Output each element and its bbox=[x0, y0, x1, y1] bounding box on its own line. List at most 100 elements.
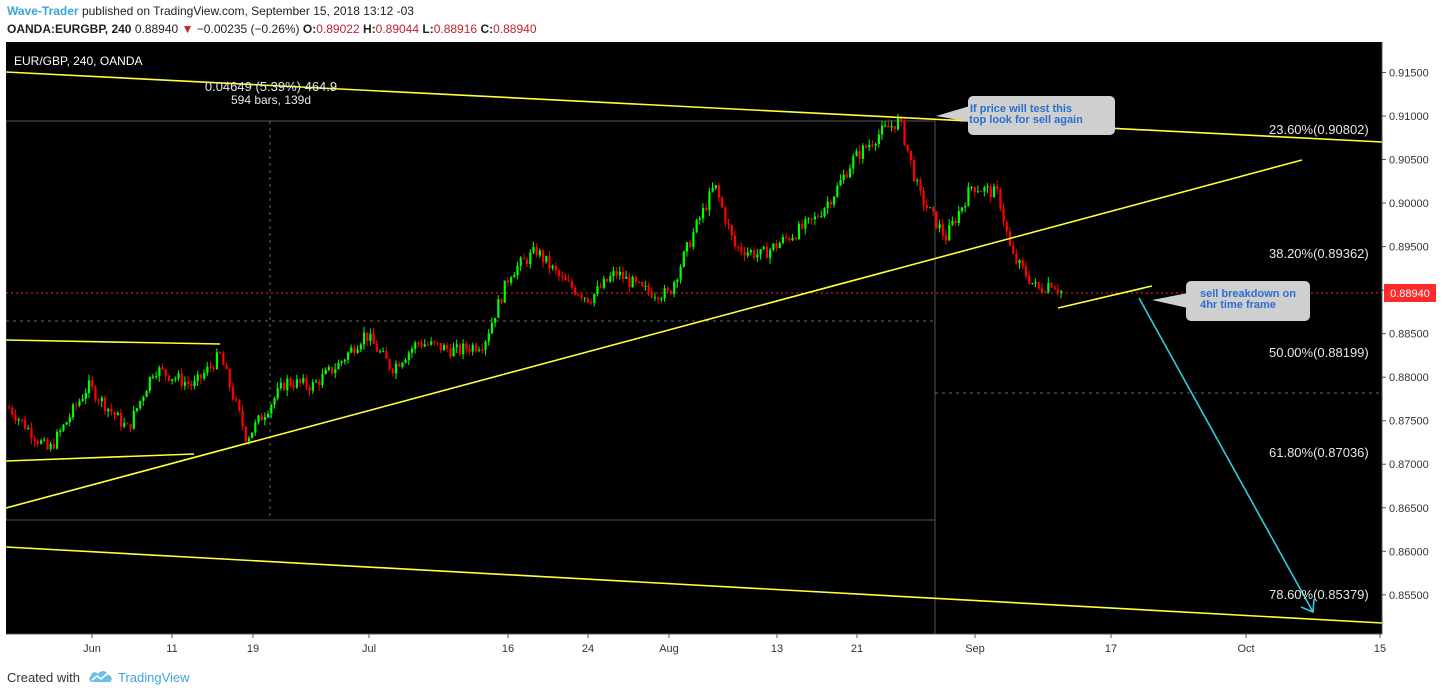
candle-body bbox=[909, 150, 912, 161]
channel-top-line bbox=[5, 71, 1383, 143]
candle-body bbox=[868, 144, 871, 148]
open-label: O: bbox=[302, 22, 317, 36]
candle-body bbox=[743, 251, 746, 256]
candle-body bbox=[810, 218, 813, 220]
candle-body bbox=[286, 378, 289, 391]
candle-body bbox=[1002, 208, 1005, 222]
candle-body bbox=[193, 380, 196, 387]
candle-body bbox=[359, 344, 362, 350]
candle-body bbox=[510, 277, 513, 283]
candle-body bbox=[849, 168, 852, 178]
candle-body bbox=[548, 255, 551, 269]
candle-body bbox=[346, 352, 350, 360]
candle-body bbox=[398, 363, 401, 367]
candle-body bbox=[896, 117, 900, 130]
candle-body bbox=[481, 349, 484, 351]
candle-body bbox=[334, 369, 337, 374]
candle-body bbox=[922, 190, 925, 206]
candle-body bbox=[932, 207, 935, 212]
candle-body bbox=[311, 382, 314, 391]
candle-body bbox=[644, 285, 647, 287]
candle-body bbox=[884, 125, 887, 127]
candle-body bbox=[698, 218, 701, 220]
candle-body bbox=[142, 397, 145, 401]
candle-body bbox=[324, 369, 327, 375]
open-value: 0.89022 bbox=[316, 22, 360, 36]
candle-body bbox=[174, 378, 177, 380]
candle-body bbox=[327, 366, 330, 370]
x-tick-label: Aug bbox=[659, 643, 679, 655]
candle-body bbox=[321, 374, 324, 386]
callout-top-line1: If price will test this bbox=[970, 103, 1072, 115]
candle-body bbox=[59, 430, 62, 432]
candle-body bbox=[865, 145, 868, 148]
low-value: 0.88916 bbox=[433, 22, 478, 36]
x-tick-label: 19 bbox=[247, 643, 259, 655]
candle-body bbox=[78, 401, 81, 406]
candle-body bbox=[526, 259, 529, 265]
candle-body bbox=[912, 160, 916, 182]
candle-body bbox=[970, 186, 973, 188]
candle-body bbox=[1060, 291, 1063, 293]
candle-body bbox=[887, 125, 890, 128]
x-tick-label: 21 bbox=[851, 643, 863, 655]
price-chart[interactable]: 23.60%(0.90802) 38.20%(0.89362) 50.00%(0… bbox=[5, 42, 1442, 658]
callout-breakdown[interactable]: sell breakdown on 4hr time frame bbox=[1152, 281, 1310, 321]
candle-body bbox=[948, 224, 951, 241]
candle-body bbox=[206, 366, 209, 374]
candle-body bbox=[730, 225, 733, 236]
tradingview-cloud-icon[interactable] bbox=[88, 668, 114, 689]
x-tick-label: 13 bbox=[771, 643, 783, 655]
candle-body bbox=[20, 419, 23, 421]
candle-body bbox=[187, 382, 190, 384]
y-tick-label: 0.91000 bbox=[1389, 111, 1429, 123]
candle-body bbox=[919, 180, 922, 191]
close-value: 0.88940 bbox=[493, 22, 537, 36]
candle-body bbox=[992, 186, 996, 198]
candle-body bbox=[721, 197, 724, 208]
candle-body bbox=[222, 352, 225, 366]
callout-top[interactable]: If price will test this top look for sel… bbox=[936, 96, 1115, 135]
candle-body bbox=[855, 151, 858, 157]
candle-body bbox=[628, 276, 631, 288]
candle-body bbox=[171, 379, 174, 381]
tradingview-link[interactable]: TradingView bbox=[118, 670, 190, 685]
chart-area[interactable]: 23.60%(0.90802) 38.20%(0.89362) 50.00%(0… bbox=[5, 42, 1442, 658]
candle-body bbox=[484, 341, 487, 350]
candle-body bbox=[570, 281, 574, 288]
candle-body bbox=[183, 382, 187, 386]
candle-body bbox=[944, 235, 948, 241]
current-price-tag-text: 0.88940 bbox=[1390, 288, 1430, 300]
candle-body bbox=[158, 367, 161, 377]
y-tick-label: 0.90000 bbox=[1389, 198, 1429, 210]
candle-body bbox=[350, 347, 353, 353]
candle-body bbox=[478, 349, 481, 351]
candle-body bbox=[177, 373, 180, 379]
candle-body bbox=[119, 412, 123, 427]
candle-body bbox=[1034, 282, 1037, 284]
candle-body bbox=[260, 415, 263, 421]
candle-body bbox=[100, 397, 103, 402]
candle-body bbox=[535, 247, 538, 256]
candle-body bbox=[1040, 288, 1044, 292]
candle-body bbox=[976, 191, 980, 193]
candle-body bbox=[196, 374, 199, 381]
candle-body bbox=[657, 297, 660, 300]
symbol-label: OANDA:EURGBP, 240 bbox=[7, 22, 132, 36]
candle-body bbox=[753, 250, 756, 258]
rising-trendline bbox=[5, 159, 1303, 509]
fib-label-78: 78.60%(0.85379) bbox=[1269, 587, 1369, 602]
candle-body bbox=[772, 243, 775, 250]
candle-body bbox=[711, 188, 714, 192]
candle-body bbox=[161, 367, 164, 370]
author-link[interactable]: Wave-Trader bbox=[7, 4, 79, 18]
candle-body bbox=[733, 235, 737, 247]
candle-body bbox=[599, 286, 602, 288]
candle-body bbox=[1056, 289, 1060, 293]
candle-body bbox=[270, 404, 273, 414]
candle-body bbox=[203, 373, 206, 379]
candle-body bbox=[36, 441, 39, 444]
candle-body bbox=[881, 125, 884, 135]
candle-body bbox=[967, 187, 970, 206]
candle-body bbox=[462, 343, 465, 355]
